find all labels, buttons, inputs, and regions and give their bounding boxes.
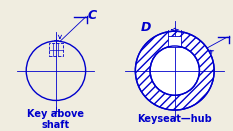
- Bar: [168, 36, 181, 47]
- Circle shape: [135, 31, 214, 110]
- Text: C: C: [87, 9, 96, 22]
- Text: Keyseat—hub: Keyseat—hub: [137, 114, 212, 124]
- Text: D: D: [140, 21, 151, 34]
- Bar: [49, 43, 62, 56]
- Text: Key above
shaft: Key above shaft: [27, 109, 84, 130]
- Circle shape: [150, 46, 199, 95]
